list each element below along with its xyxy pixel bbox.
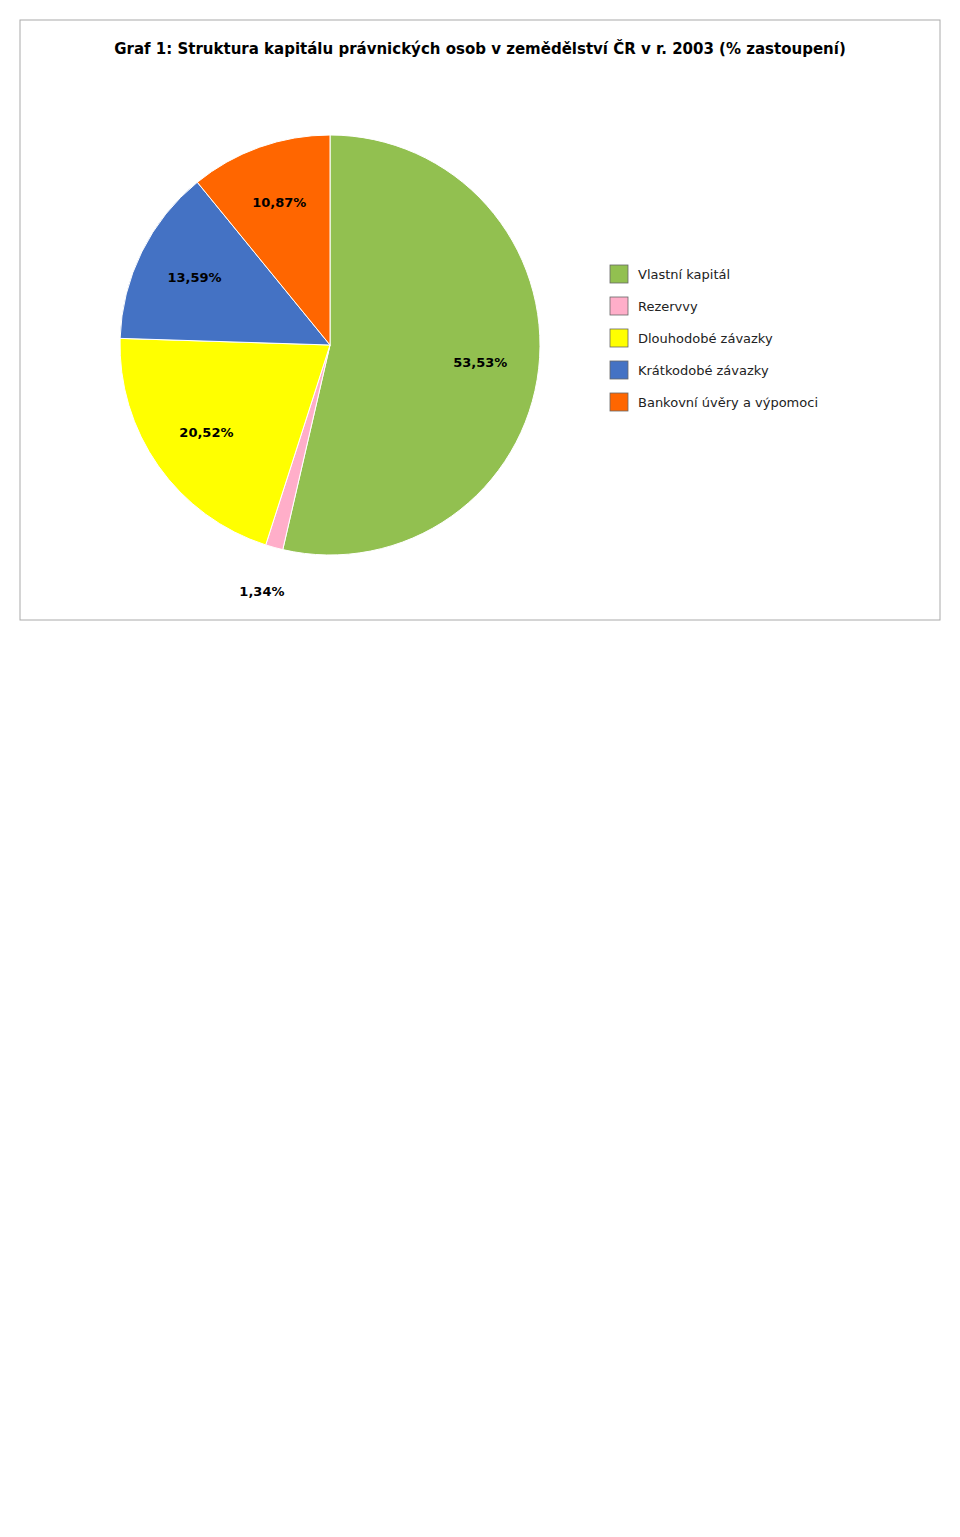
data-label: 53,53% xyxy=(453,355,507,370)
legend-swatch xyxy=(610,393,628,411)
data-label: 20,52% xyxy=(179,425,233,440)
legend-label: Krátkodobé závazky xyxy=(638,363,769,378)
chart-svg: Graf 1: Struktura kapitálu právnických o… xyxy=(0,0,960,1537)
chart-title: Graf 1: Struktura kapitálu právnických o… xyxy=(114,39,846,58)
data-label: 1,34% xyxy=(239,584,284,599)
legend-item: Rezervvy xyxy=(610,297,698,315)
legend-swatch xyxy=(610,265,628,283)
legend: Vlastní kapitál Rezervvy Dlouhodobé závazk… xyxy=(610,265,818,411)
pie: 53,53% 1,34% 20,52% 13,59% 10,87% xyxy=(120,135,540,599)
chart-frame xyxy=(20,20,940,620)
pie-slice xyxy=(120,338,330,545)
legend-item: Dlouhodobé závazky xyxy=(610,329,773,347)
legend-label: Vlastní kapitál xyxy=(638,267,730,282)
legend-label: Rezervvy xyxy=(638,299,698,314)
data-label: 13,59% xyxy=(167,270,221,285)
legend-label: Bankovní úvěry a výpomoci xyxy=(638,395,818,410)
legend-swatch xyxy=(610,297,628,315)
legend-label: Dlouhodobé závazky xyxy=(638,331,773,346)
legend-swatch xyxy=(610,361,628,379)
legend-swatch xyxy=(610,329,628,347)
pie-slice xyxy=(197,135,330,345)
legend-item: Krátkodobé závazky xyxy=(610,361,769,379)
data-label: 10,87% xyxy=(252,195,306,210)
legend-item: Bankovní úvěry a výpomoci xyxy=(610,393,818,411)
background xyxy=(0,0,960,1537)
legend-item: Vlastní kapitál xyxy=(610,265,730,283)
